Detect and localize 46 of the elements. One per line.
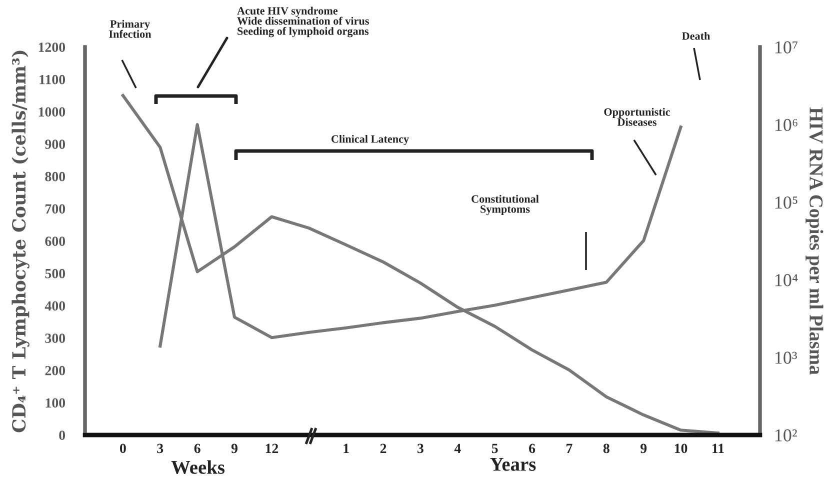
- y-tick-label: 200: [45, 366, 66, 376]
- y-tick-label: 700: [46, 204, 66, 214]
- y2-tick-label: 10⁵: [775, 196, 798, 209]
- x-tick-label: 11: [712, 444, 724, 453]
- x-tick-label: 4: [454, 444, 461, 453]
- line-series: [121, 94, 720, 435]
- y-tick-label: 500: [45, 268, 66, 278]
- y-tick-label: 0: [59, 430, 66, 440]
- x-tick-label: 12: [266, 444, 278, 453]
- x-tick-label: 6: [194, 444, 200, 454]
- y-tick-label: 900: [45, 140, 66, 149]
- y-tick-label: 400: [44, 301, 66, 311]
- x-tick-label: 8: [603, 444, 610, 454]
- y2-tick-label: 10³: [775, 352, 798, 364]
- text: Acute HIV syndrome Wide dissemination of virus Seeding of lymphoid organs: [237, 6, 369, 38]
- y2-tick-label: 10⁷: [775, 41, 798, 54]
- y2-axis-title: HIV RNA Copies per ml Plasma: [806, 107, 824, 375]
- text: Primary Infection: [109, 20, 152, 38]
- y-tick-label: 800: [45, 172, 66, 182]
- text: Years: [490, 458, 536, 471]
- x-tick-label: 7: [566, 444, 572, 453]
- y-axis-title: CD₄⁺ T Lymphocyte Count (cells/mm³): [12, 50, 30, 432]
- y-tick-label: 1100: [40, 74, 66, 84]
- x-tick-label: 1: [344, 444, 349, 453]
- y-tick-label: 1200: [38, 42, 66, 52]
- annotation: Constitutional Symptoms: [472, 194, 539, 216]
- y-tick-label: 100: [46, 398, 66, 408]
- y-tick-label: 1000: [38, 107, 66, 117]
- x-tick-label: 3: [418, 444, 424, 454]
- x-tick-label: 0: [120, 444, 126, 454]
- y-tick-label: 300: [45, 334, 66, 343]
- y2-tick-label: 10⁶: [775, 118, 798, 132]
- annotation: Clinical Latency: [332, 134, 409, 146]
- x-tick-label: 2: [380, 444, 386, 453]
- y2-tick-label: 10⁴: [775, 274, 798, 286]
- x-tick-label: 5: [492, 444, 498, 454]
- y2-tick-label: 10²: [775, 429, 797, 442]
- x-tick-label: 6: [529, 444, 536, 454]
- x-tick-label: 9: [640, 444, 647, 454]
- text: Death: [682, 32, 710, 40]
- annotation: Opportunistic Diseases: [604, 108, 670, 126]
- x-tick-label: 10: [674, 444, 688, 454]
- x-axis-title: Weeks: [171, 460, 225, 474]
- x-tick-label: 3: [157, 444, 164, 454]
- x-tick-label: 9: [231, 444, 238, 454]
- y-tick-label: 600: [45, 236, 66, 246]
